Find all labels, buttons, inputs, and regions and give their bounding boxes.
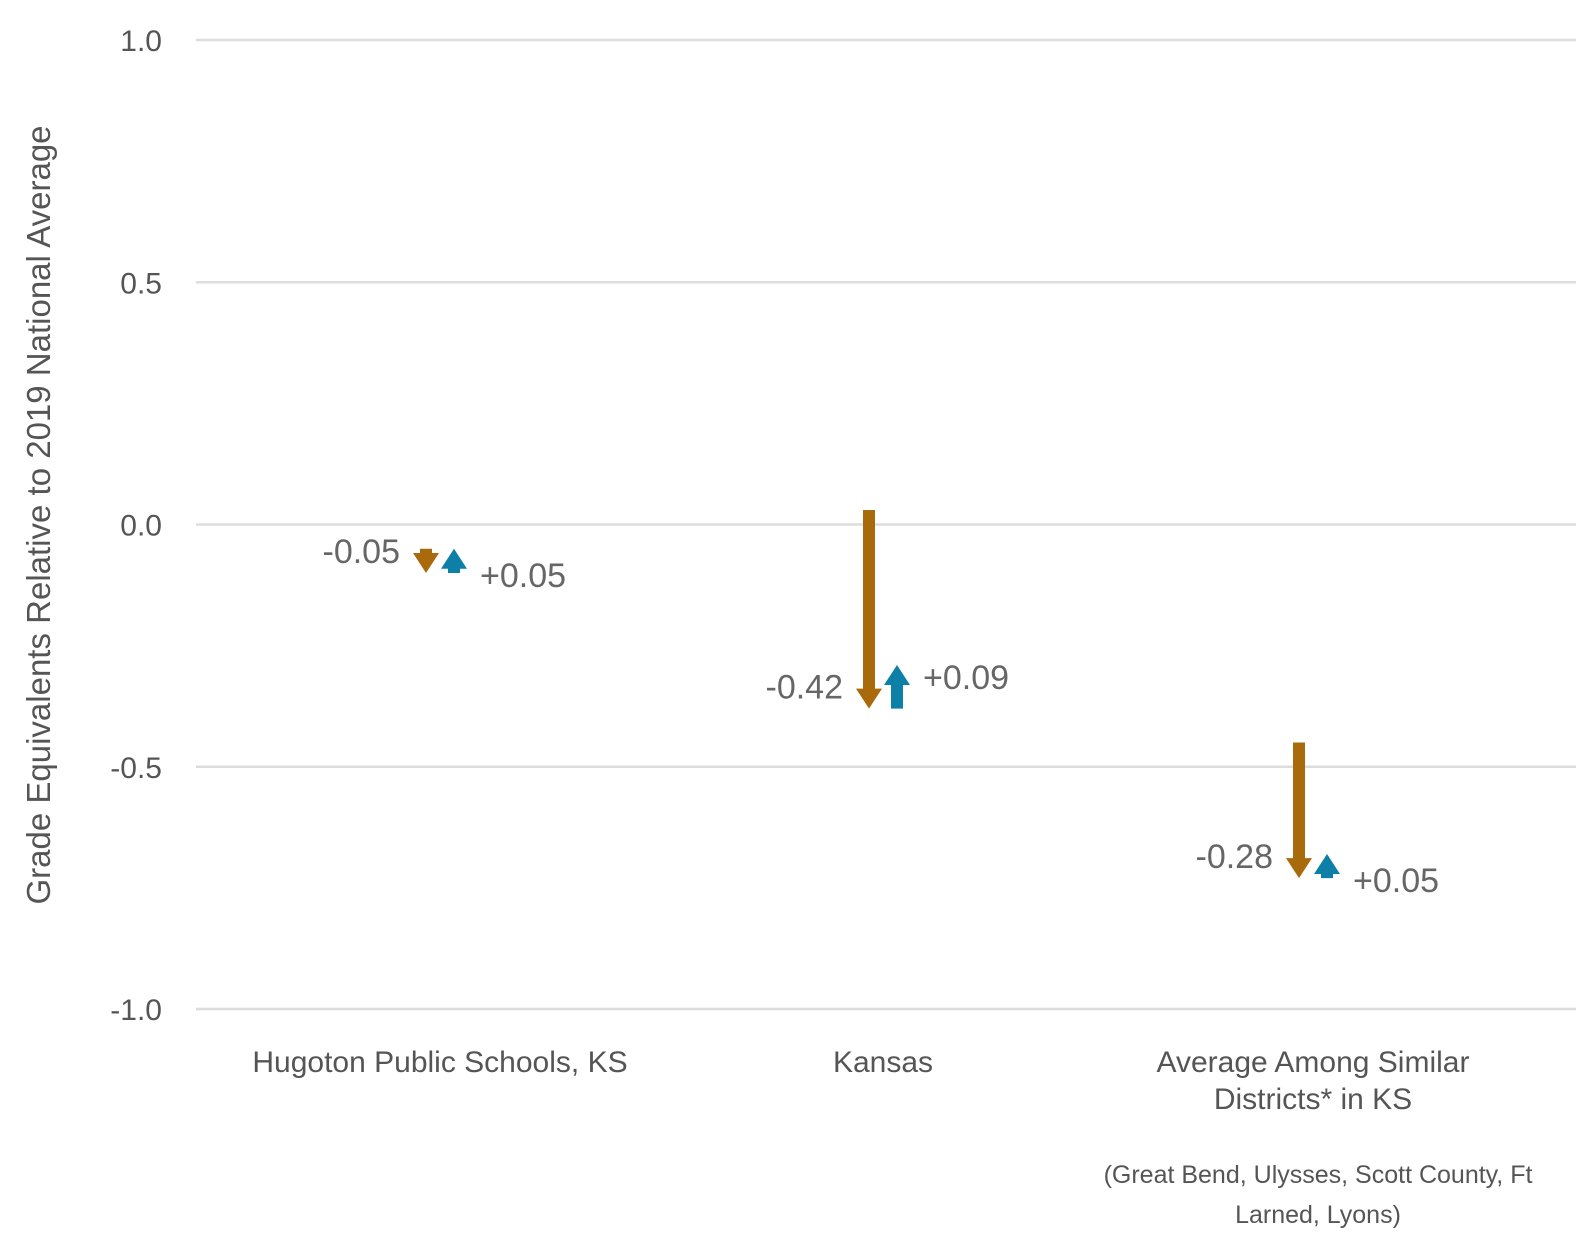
data-label: +0.09	[923, 659, 1009, 697]
category-labels: Hugoton Public Schools, KS Kansas Average …	[252, 1046, 1532, 1229]
category-note: (Great Bend, Ulysses, Scott County, Ft	[1104, 1161, 1533, 1189]
arrow-shape	[884, 665, 910, 709]
y-tick-label: 0.5	[120, 267, 162, 300]
arrow-up: +0.09	[884, 659, 1009, 709]
data-label: +0.05	[1353, 862, 1439, 900]
data-label: -0.28	[1196, 838, 1274, 876]
y-tick-label: -1.0	[110, 994, 162, 1027]
x-tick-label: Average Among Similar	[1157, 1046, 1470, 1079]
x-tick-label: Kansas	[833, 1046, 933, 1079]
arrow-down: -0.28	[1196, 742, 1312, 879]
y-tick-label: -0.5	[110, 752, 162, 785]
y-axis-title: Grade Equivalents Relative to 2019 Natio…	[20, 125, 57, 904]
data-label: -0.42	[766, 669, 844, 707]
y-tick-label: 1.0	[120, 25, 162, 58]
arrow-up: +0.05	[1314, 853, 1439, 900]
arrow-shape	[441, 548, 467, 573]
gridlines	[196, 38, 1576, 1011]
category-note: Larned, Lyons)	[1235, 1201, 1401, 1229]
arrow-marks: -0.05 -0.42 -0.28 +0.05 +0.09 +0.05	[323, 509, 1439, 900]
data-label: +0.05	[480, 557, 566, 595]
x-tick-label: Hugoton Public Schools, KS	[252, 1046, 627, 1079]
arrow-down: -0.42	[766, 509, 882, 709]
data-label: -0.05	[323, 533, 401, 571]
arrow-shape	[856, 509, 882, 709]
arrow-up: +0.05	[441, 548, 566, 595]
arrow-shape	[413, 548, 439, 573]
x-tick-label: Districts* in KS	[1214, 1083, 1412, 1116]
arrow-shape	[1314, 853, 1340, 879]
y-tick-label: 0.0	[120, 510, 162, 543]
y-tick-labels: 1.0 0.5 0.0 -0.5 -1.0	[110, 25, 162, 1027]
arrow-down: -0.05	[323, 533, 439, 573]
arrow-shape	[1286, 742, 1312, 879]
